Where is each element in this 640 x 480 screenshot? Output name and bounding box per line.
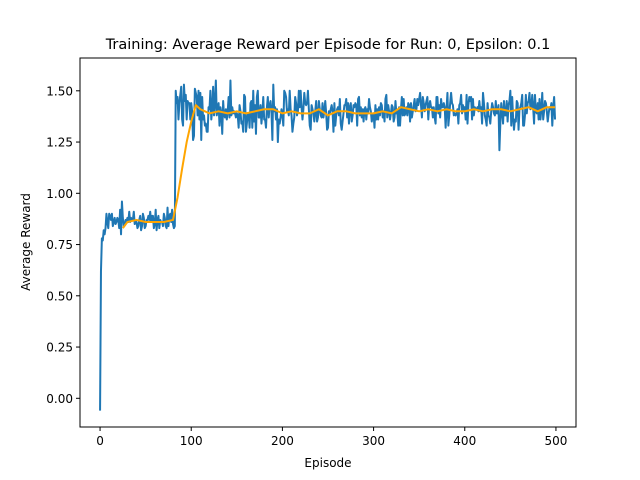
- y-axis-label: Average Reward: [19, 193, 33, 291]
- y-tick-label: 0.75: [46, 238, 73, 252]
- chart-title: Training: Average Reward per Episode for…: [105, 37, 551, 53]
- x-tick-label: 400: [453, 434, 476, 448]
- y-tick-label: 0.00: [46, 392, 73, 406]
- y-tick-label: 1.50: [46, 84, 73, 98]
- series-layer: [99, 79, 557, 411]
- x-axis: 0 100 200 300 400 500: [96, 427, 567, 448]
- y-tick-label: 0.25: [46, 341, 73, 355]
- x-tick-label: 500: [544, 434, 567, 448]
- x-tick-label: 200: [271, 434, 294, 448]
- plot-frame: [79, 57, 577, 428]
- x-axis-label: Episode: [304, 456, 351, 470]
- y-tick-label: 1.25: [46, 136, 73, 150]
- x-tick-label: 300: [362, 434, 385, 448]
- x-tick-label: 0: [96, 434, 104, 448]
- series-line-moving-average: [122, 104, 556, 229]
- series-line-reward: [99, 79, 557, 411]
- y-tick-label: 1.00: [46, 187, 73, 201]
- y-tick-label: 0.50: [46, 289, 73, 303]
- y-axis: 0.00 0.25 0.50 0.75 1.00 1.25 1.50: [46, 84, 80, 406]
- x-tick-label: 100: [180, 434, 203, 448]
